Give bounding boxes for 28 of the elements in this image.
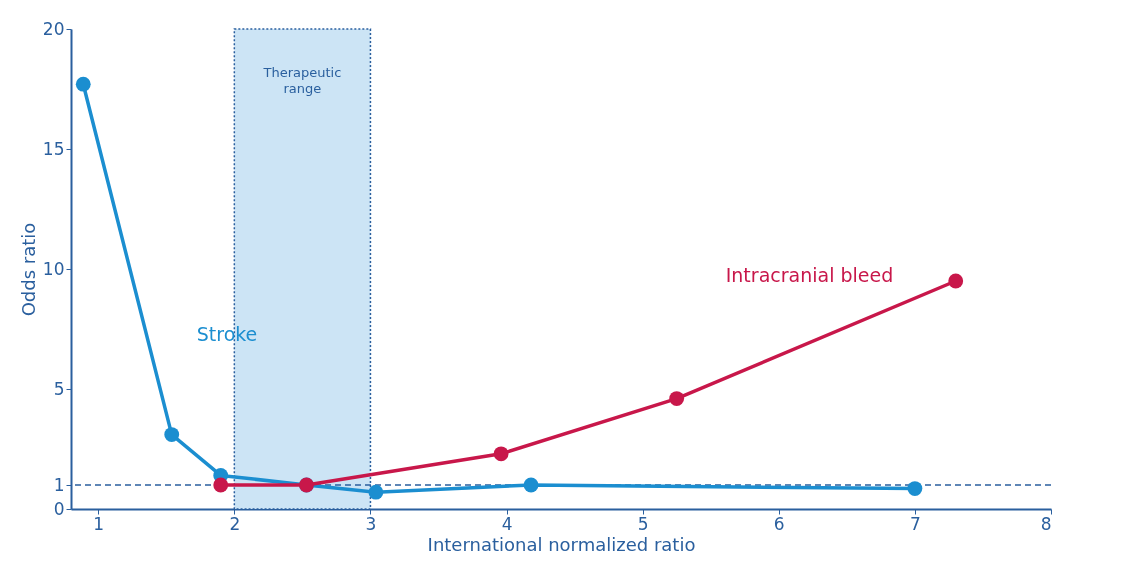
x-tick-label: 6 <box>773 513 785 534</box>
x-tick-label: 7 <box>909 513 921 534</box>
point <box>368 484 384 500</box>
y-tick-label: 1 <box>53 474 65 495</box>
point <box>213 477 229 493</box>
point <box>523 477 539 493</box>
point <box>669 391 685 406</box>
text: Stroke <box>196 322 258 345</box>
x-axis-title: International normalized ratio <box>427 533 696 555</box>
y-tick-label: 0 <box>53 498 65 519</box>
x-tick-label: 3 <box>365 513 377 534</box>
x-tick-label: 5 <box>637 513 649 534</box>
series-label: Intracranial bleed <box>725 264 894 286</box>
point <box>75 76 91 92</box>
y-tick-label: 15 <box>42 138 65 159</box>
y-axis-title: Odds ratio <box>17 222 39 317</box>
y-tick-label: 10 <box>42 258 65 279</box>
x-tick-label: 8 <box>1040 513 1052 534</box>
band-label: Therapeutic range <box>262 65 342 96</box>
point <box>164 427 180 442</box>
y-tick-label: 20 <box>42 18 65 39</box>
x-tick-label: 2 <box>229 513 241 534</box>
x-tick-label: 4 <box>501 513 513 534</box>
y-tick-label: 5 <box>53 378 65 399</box>
x-tick-label: 1 <box>93 513 105 534</box>
point <box>907 481 923 496</box>
point <box>948 273 964 289</box>
point <box>493 446 509 462</box>
